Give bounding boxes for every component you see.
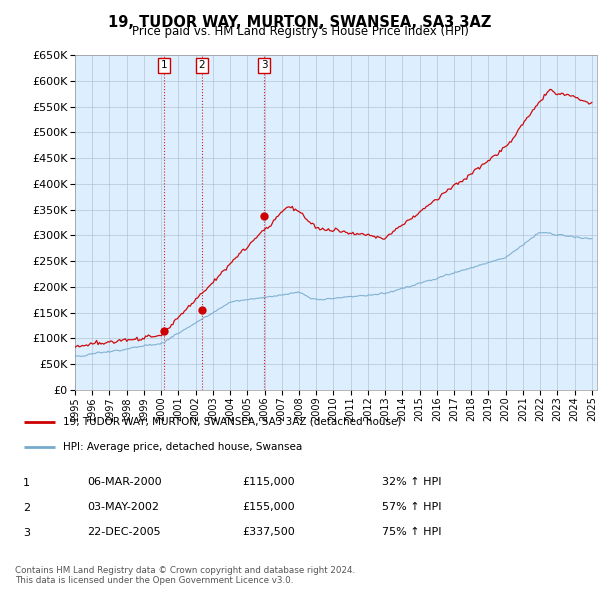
Text: 06-MAR-2000: 06-MAR-2000 [87, 477, 161, 487]
Text: 19, TUDOR WAY, MURTON, SWANSEA, SA3 3AZ: 19, TUDOR WAY, MURTON, SWANSEA, SA3 3AZ [109, 15, 491, 30]
Text: £337,500: £337,500 [242, 527, 295, 537]
Text: 1: 1 [23, 478, 30, 488]
Text: 2: 2 [199, 60, 205, 70]
Text: Price paid vs. HM Land Registry's House Price Index (HPI): Price paid vs. HM Land Registry's House … [131, 25, 469, 38]
Text: 22-DEC-2005: 22-DEC-2005 [87, 527, 161, 537]
Text: 75% ↑ HPI: 75% ↑ HPI [382, 527, 442, 537]
Text: HPI: Average price, detached house, Swansea: HPI: Average price, detached house, Swan… [64, 442, 302, 452]
Text: Contains HM Land Registry data © Crown copyright and database right 2024.
This d: Contains HM Land Registry data © Crown c… [15, 566, 355, 585]
Text: £155,000: £155,000 [242, 502, 295, 512]
Text: 1: 1 [161, 60, 167, 70]
Text: 19, TUDOR WAY, MURTON, SWANSEA, SA3 3AZ (detached house): 19, TUDOR WAY, MURTON, SWANSEA, SA3 3AZ … [64, 417, 402, 427]
Text: 03-MAY-2002: 03-MAY-2002 [87, 502, 159, 512]
Text: 3: 3 [23, 527, 30, 537]
Text: 3: 3 [260, 60, 268, 70]
Text: 2: 2 [23, 503, 30, 513]
Text: 32% ↑ HPI: 32% ↑ HPI [382, 477, 442, 487]
Text: £115,000: £115,000 [242, 477, 295, 487]
Text: 57% ↑ HPI: 57% ↑ HPI [382, 502, 442, 512]
